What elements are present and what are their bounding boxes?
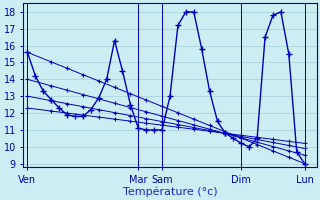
X-axis label: Température (°c): Température (°c) bbox=[123, 186, 217, 197]
